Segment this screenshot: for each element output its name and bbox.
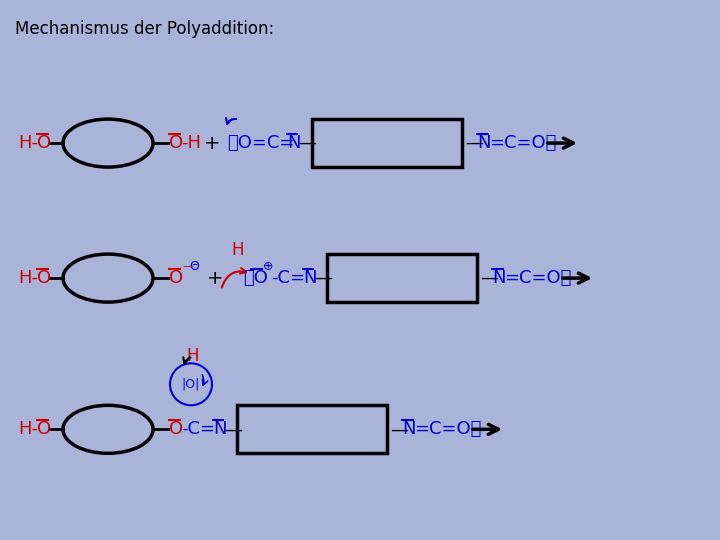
Bar xyxy=(327,254,477,302)
Text: O: O xyxy=(37,420,51,438)
Text: =C=O〉: =C=O〉 xyxy=(489,134,557,152)
Bar xyxy=(237,406,387,453)
Text: ⊕: ⊕ xyxy=(263,260,274,273)
Text: —: — xyxy=(465,134,483,152)
Text: N: N xyxy=(213,420,227,438)
Text: —: — xyxy=(480,269,498,287)
Text: —: — xyxy=(298,134,316,152)
Text: N: N xyxy=(492,269,505,287)
Text: H-: H- xyxy=(18,134,38,152)
Text: N: N xyxy=(303,269,317,287)
Text: —: — xyxy=(314,269,332,287)
Text: —: — xyxy=(224,420,242,438)
Text: 〈O: 〈O xyxy=(243,269,268,287)
Text: —: — xyxy=(390,420,408,438)
Text: Θ: Θ xyxy=(189,260,199,273)
Text: O: O xyxy=(169,420,183,438)
Text: +: + xyxy=(204,133,220,153)
Text: O: O xyxy=(169,269,183,287)
Text: -H: -H xyxy=(181,134,201,152)
Text: |O|: |O| xyxy=(182,378,200,391)
Text: O: O xyxy=(37,269,51,287)
Text: H: H xyxy=(231,241,243,259)
Text: O: O xyxy=(169,134,183,152)
Text: =C=O〉: =C=O〉 xyxy=(504,269,572,287)
Text: +: + xyxy=(207,268,223,288)
Bar xyxy=(312,119,462,167)
Text: Mechanismus der Polyaddition:: Mechanismus der Polyaddition: xyxy=(15,20,274,38)
Text: N: N xyxy=(477,134,490,152)
Text: H-: H- xyxy=(18,420,38,438)
Text: —: — xyxy=(182,261,193,271)
Text: N: N xyxy=(402,420,415,438)
Text: =C=O〉: =C=O〉 xyxy=(414,420,482,438)
Text: -C=: -C= xyxy=(271,269,305,287)
Text: 〈O=C=: 〈O=C= xyxy=(227,134,294,152)
Text: H-: H- xyxy=(18,269,38,287)
Text: N: N xyxy=(287,134,300,152)
Text: -C=: -C= xyxy=(181,420,215,438)
Text: O: O xyxy=(37,134,51,152)
Text: H: H xyxy=(186,347,199,365)
